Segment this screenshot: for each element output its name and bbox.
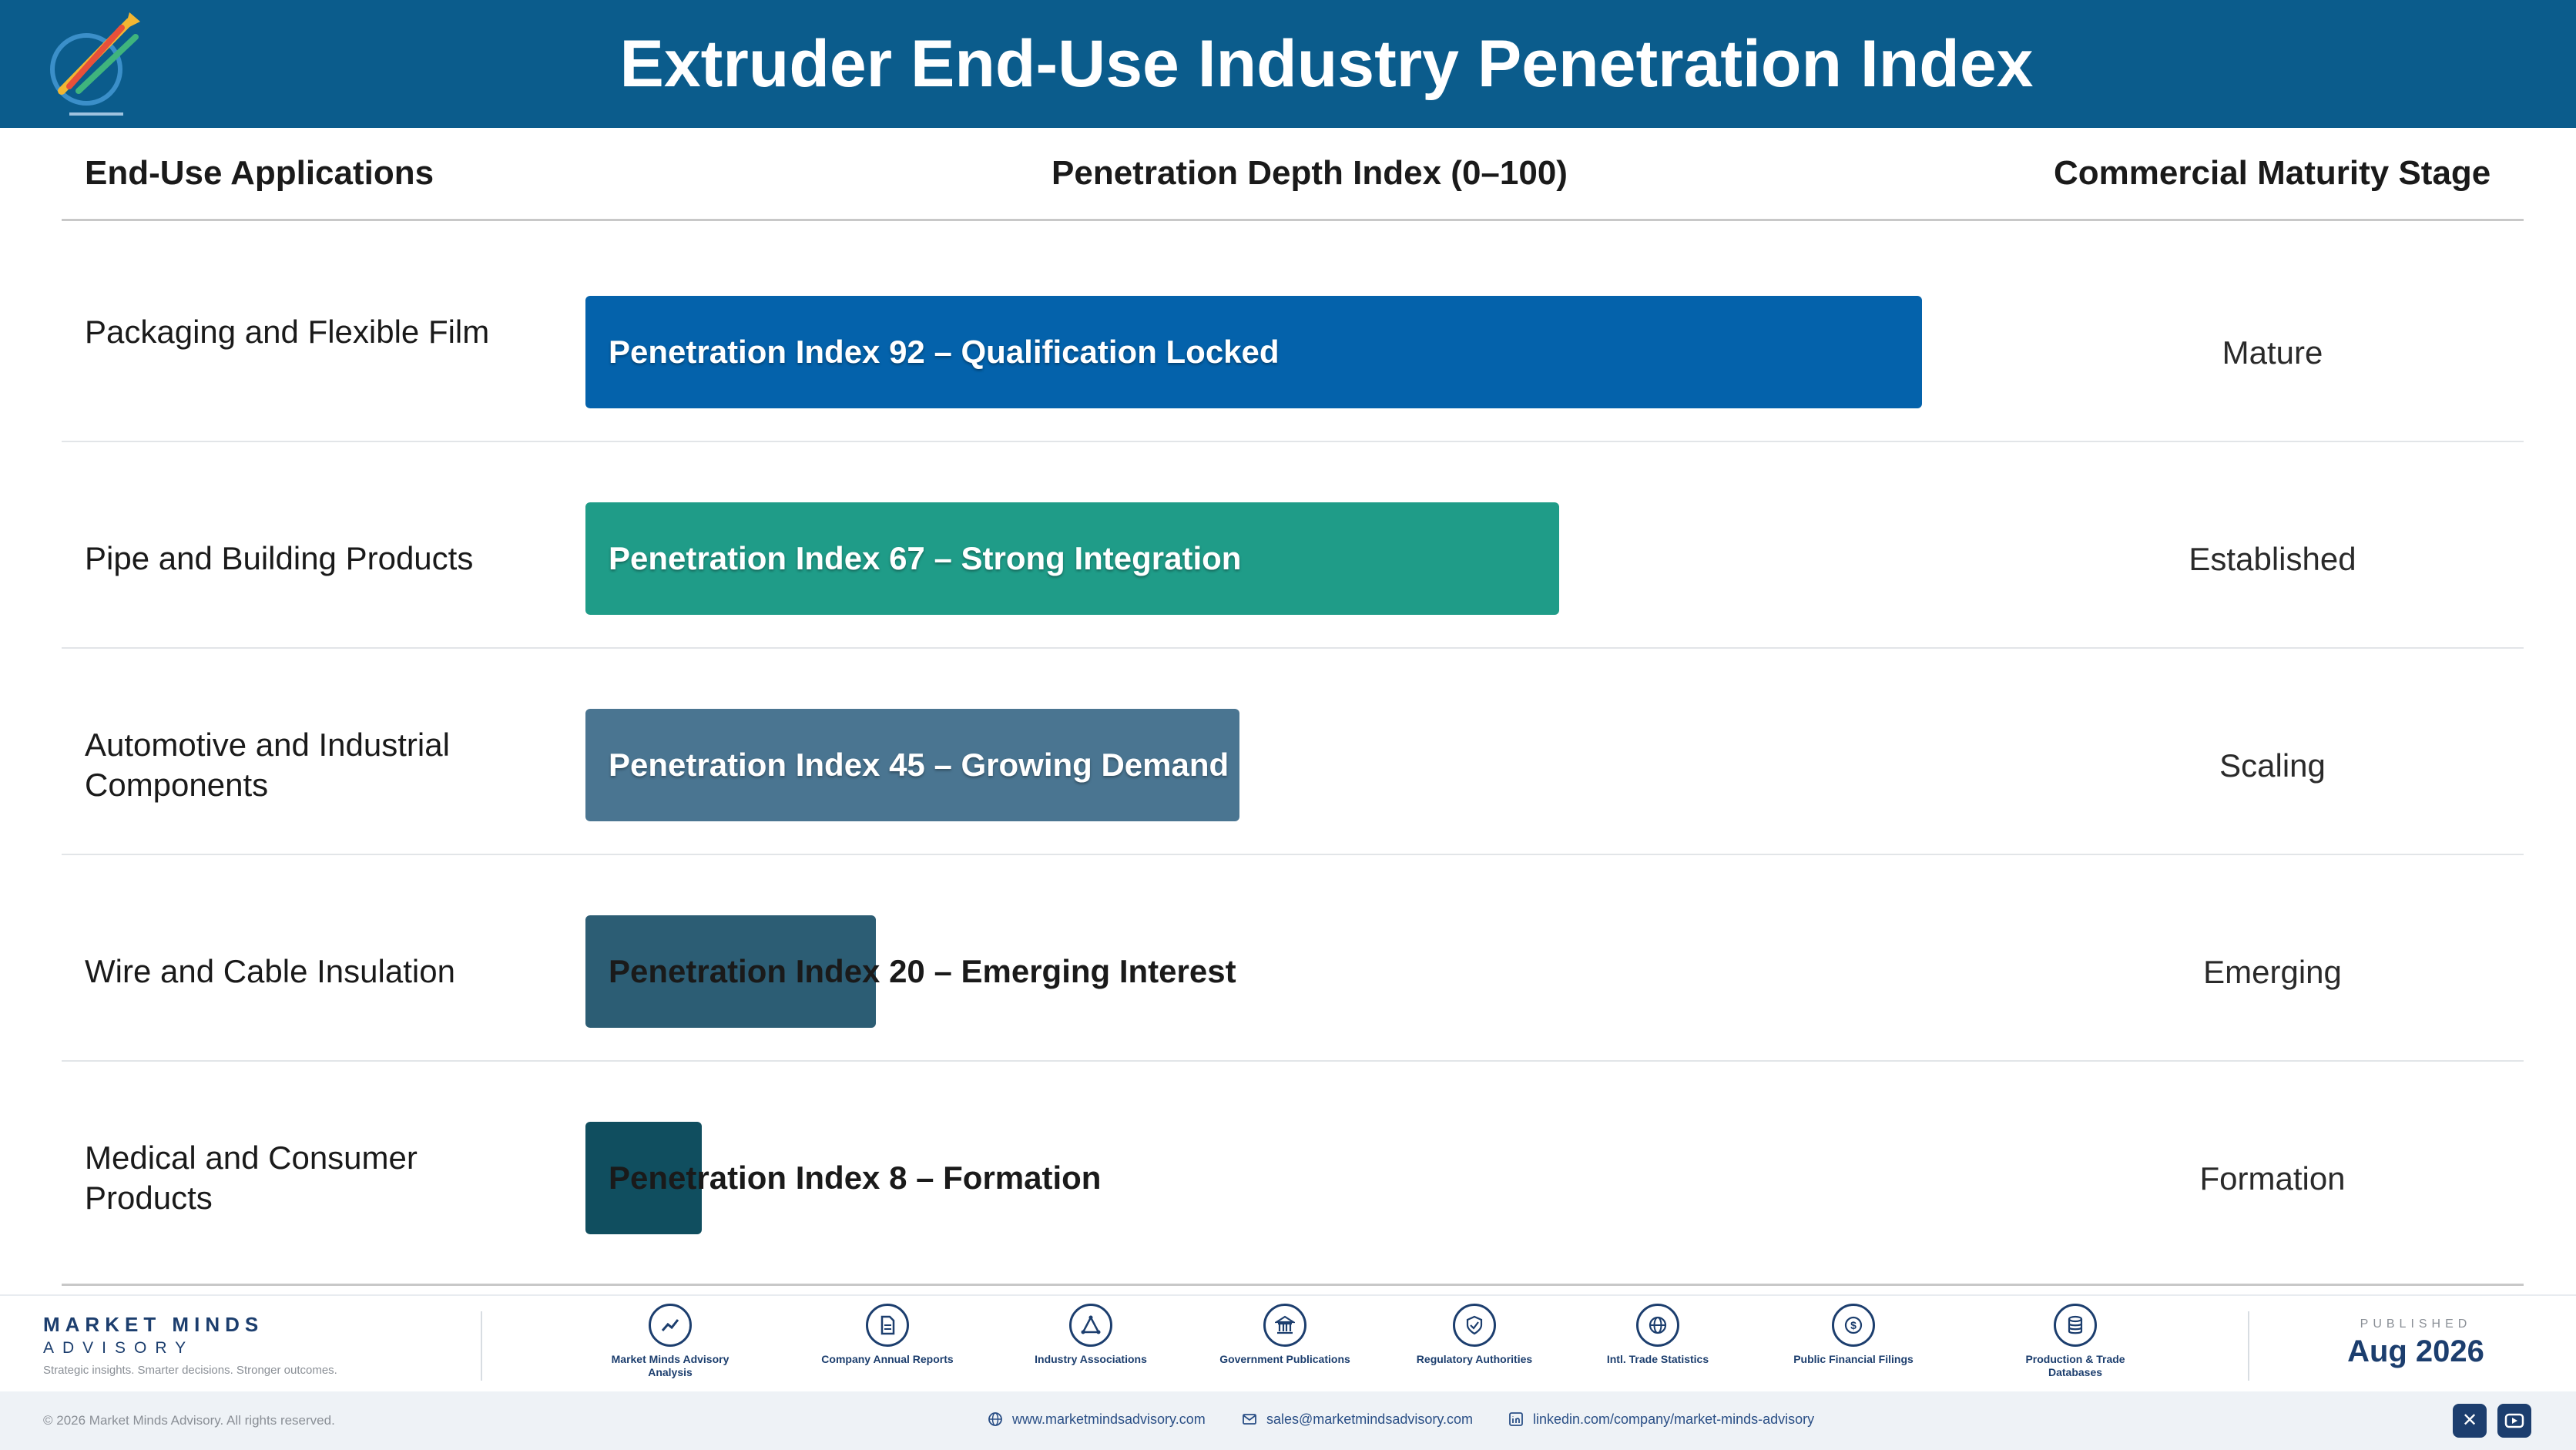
chart-trend-icon xyxy=(649,1304,692,1347)
source-item: Intl. Trade Statistics xyxy=(1581,1304,1735,1366)
source-label: Regulatory Authorities xyxy=(1416,1353,1533,1365)
source-item: Regulatory Authorities xyxy=(1397,1304,1551,1366)
website-link[interactable]: www.marketmindsadvisory.com xyxy=(988,1411,1206,1428)
source-label: Public Financial Filings xyxy=(1793,1353,1914,1365)
row-divider xyxy=(62,1060,2524,1062)
penetration-bar xyxy=(585,502,1559,615)
column-header-stage: Commercial Maturity Stage xyxy=(2054,154,2491,192)
source-item: Market Minds Advisory Analysis xyxy=(593,1304,747,1379)
source-label: Production & Trade Databases xyxy=(2025,1353,2125,1378)
penetration-bar xyxy=(585,1122,702,1234)
shield-check-icon xyxy=(1453,1304,1496,1347)
column-header-index: Penetration Depth Index (0–100) xyxy=(1052,154,1568,192)
subfooter: © 2026 Market Minds Advisory. All rights… xyxy=(0,1391,2576,1450)
linkedin-link[interactable]: linkedin.com/company/market-minds-adviso… xyxy=(1508,1411,1814,1428)
source-label: Government Publications xyxy=(1219,1353,1350,1365)
maturity-stage: Emerging xyxy=(2203,954,2342,990)
footer-divider xyxy=(481,1311,482,1381)
source-label: Company Annual Reports xyxy=(821,1353,954,1365)
brand-subtitle: ADVISORY xyxy=(43,1339,195,1357)
bar-value-label: Penetration Index 92 – Qualification Loc… xyxy=(609,334,1280,370)
published-label: PUBLISHED xyxy=(2360,1317,2472,1331)
source-item: Production & Trade Databases xyxy=(1998,1304,2152,1379)
header-band: Extruder End-Use Industry Penetration In… xyxy=(0,0,2576,128)
application-label: Medical and Consumer Products xyxy=(85,1140,418,1216)
globe-icon xyxy=(1636,1304,1679,1347)
source-item: Industry Associations xyxy=(1014,1304,1168,1366)
brand-tagline: Strategic insights. Smarter decisions. S… xyxy=(43,1364,337,1377)
source-label: Intl. Trade Statistics xyxy=(1606,1353,1709,1365)
application-label: Wire and Cable Insulation xyxy=(85,953,455,989)
bar-value-label: Penetration Index 67 – Strong Integratio… xyxy=(609,540,1242,576)
column-header-applications: End-Use Applications xyxy=(85,154,434,192)
penetration-bar xyxy=(585,296,1922,408)
database-icon xyxy=(2054,1304,2097,1347)
footer-divider xyxy=(2248,1311,2249,1381)
email-link[interactable]: sales@marketmindsadvisory.com xyxy=(1242,1411,1473,1428)
application-label: Pipe and Building Products xyxy=(85,540,474,576)
mail-icon xyxy=(1243,1414,1256,1425)
youtube-icon[interactable] xyxy=(2497,1404,2531,1438)
network-icon xyxy=(1069,1304,1112,1347)
linkedin-icon xyxy=(1509,1412,1523,1426)
x-icon[interactable]: ✕ xyxy=(2453,1404,2487,1438)
linkedin-text: linkedin.com/company/market-minds-adviso… xyxy=(1533,1411,1815,1427)
footer: MARKET MINDS ADVISORY Strategic insights… xyxy=(0,1294,2576,1390)
maturity-stage: Mature xyxy=(2222,334,2323,371)
source-item: Government Publications xyxy=(1208,1304,1362,1366)
website-text: www.marketmindsadvisory.com xyxy=(1012,1411,1206,1427)
government-building-icon xyxy=(1263,1304,1306,1347)
application-label: Automotive and Industrial Components xyxy=(85,727,450,803)
document-icon xyxy=(866,1304,909,1347)
globe-icon xyxy=(988,1412,1002,1426)
penetration-bar xyxy=(585,709,1239,821)
maturity-stage: Formation xyxy=(2199,1160,2346,1197)
maturity-stage: Scaling xyxy=(2219,747,2326,784)
source-label: Market Minds Advisory Analysis xyxy=(611,1353,730,1378)
published-date: Aug 2026 xyxy=(2347,1334,2484,1368)
application-label: Packaging and Flexible Film xyxy=(85,314,490,350)
maturity-stage: Established xyxy=(2189,541,2356,577)
chart-bottom-divider xyxy=(62,1284,2524,1286)
bar-value-label: Penetration Index 8 – Formation xyxy=(609,1160,1102,1196)
dollar-coin-icon: $ xyxy=(1832,1304,1875,1347)
source-item: $ Public Financial Filings xyxy=(1776,1304,1930,1366)
svg-text:$: $ xyxy=(1850,1319,1857,1331)
row-divider xyxy=(62,647,2524,649)
header-divider xyxy=(62,219,2524,221)
source-item: Company Annual Reports xyxy=(810,1304,964,1366)
penetration-bar xyxy=(585,915,876,1028)
page-title: Extruder End-Use Industry Penetration In… xyxy=(619,27,2034,101)
row-divider xyxy=(62,854,2524,855)
copyright-text: © 2026 Market Minds Advisory. All rights… xyxy=(43,1413,335,1428)
email-text: sales@marketmindsadvisory.com xyxy=(1266,1411,1474,1427)
bar-value-label: Penetration Index 20 – Emerging Interest xyxy=(609,953,1236,989)
brand-name: MARKET MINDS xyxy=(43,1313,264,1336)
market-minds-logo xyxy=(50,12,140,116)
row-divider xyxy=(62,441,2524,442)
source-label: Industry Associations xyxy=(1035,1353,1147,1365)
bar-value-label: Penetration Index 45 – Growing Demand xyxy=(609,747,1229,783)
